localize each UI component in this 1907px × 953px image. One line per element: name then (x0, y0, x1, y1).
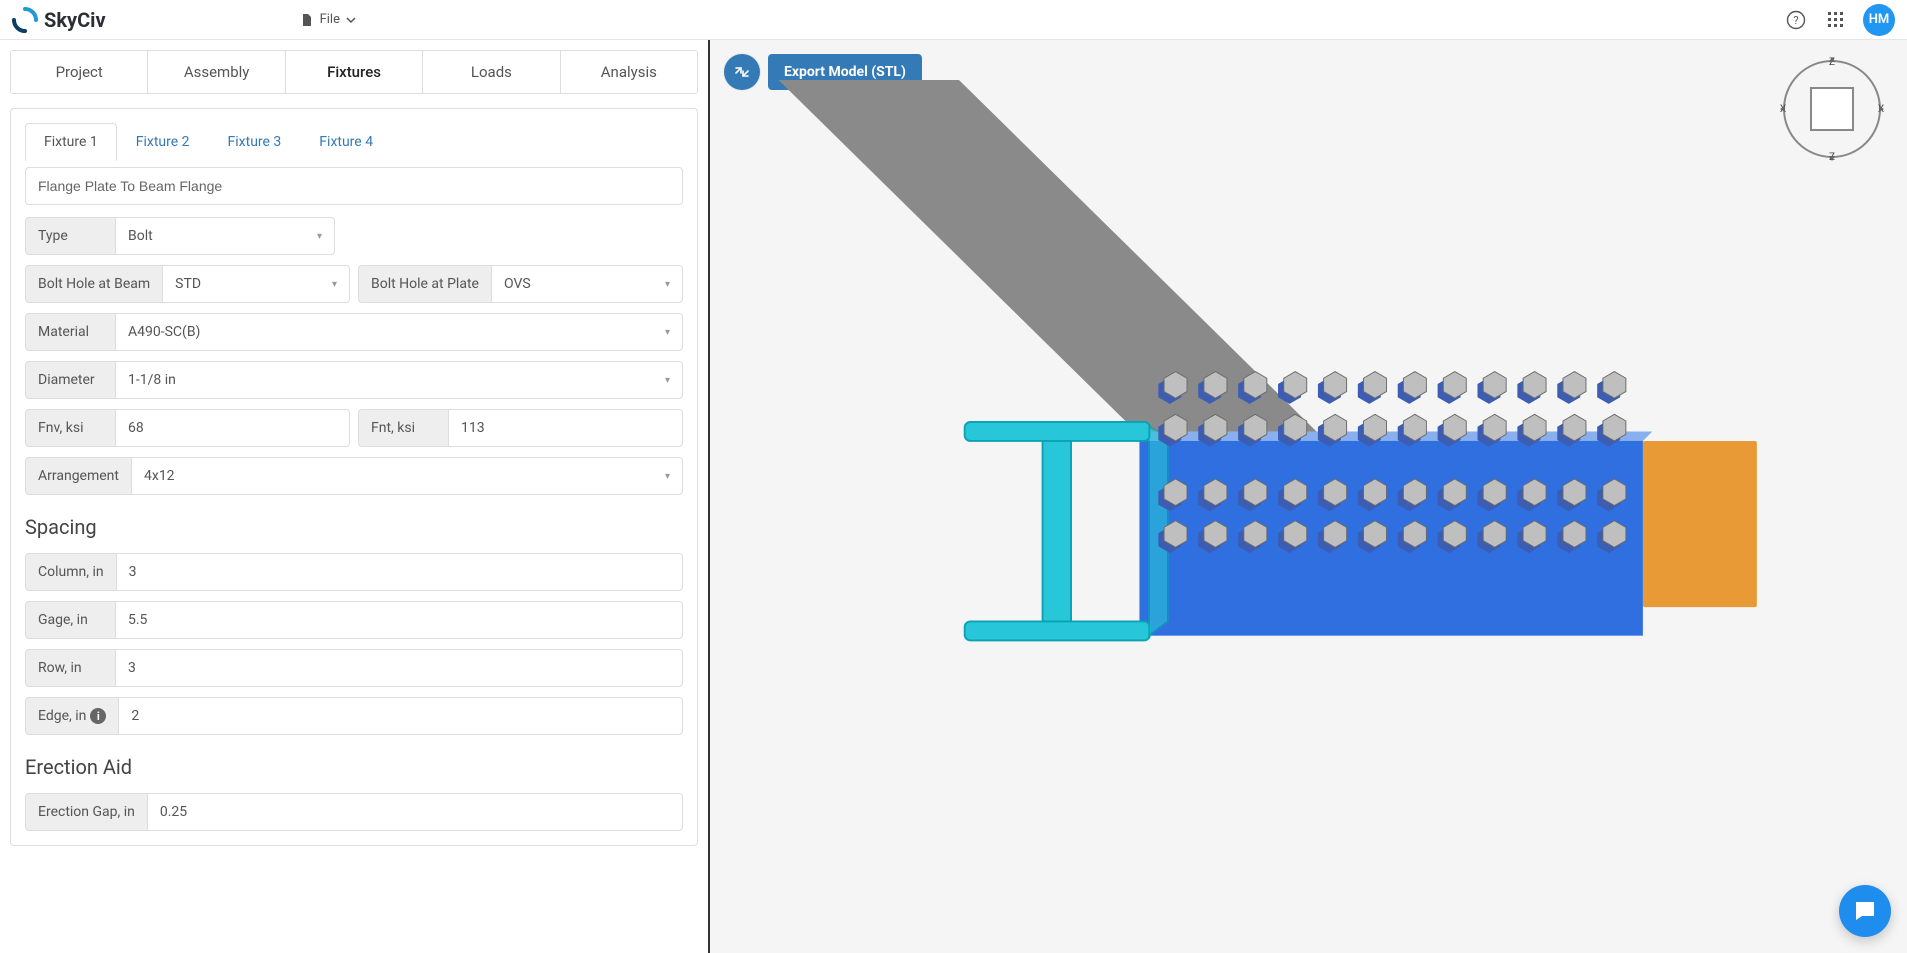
type-label: Type (25, 217, 115, 255)
gage-input[interactable]: 5.5 (115, 601, 683, 639)
arrangement-select[interactable]: 4x12▾ (131, 457, 683, 495)
tab-assembly[interactable]: Assembly (148, 51, 285, 93)
diameter-select[interactable]: 1-1/8 in▾ (115, 361, 683, 399)
file-icon (300, 13, 314, 27)
file-menu[interactable]: File (300, 12, 356, 27)
erection-gap-label: Erection Gap, in (25, 793, 147, 831)
tab-analysis[interactable]: Analysis (561, 51, 697, 93)
brand-icon (12, 7, 38, 33)
left-pane: Project Assembly Fixtures Loads Analysis… (0, 40, 710, 953)
erection-title: Erection Aid (25, 755, 683, 779)
brand-logo[interactable]: SkyCiv (12, 7, 106, 33)
chevron-down-icon: ▾ (665, 471, 670, 482)
fixtures-panel: Fixture 1 Fixture 2 Fixture 3 Fixture 4 … (10, 108, 698, 846)
chevron-down-icon: ▾ (665, 327, 670, 338)
model-3d-view (750, 80, 1887, 909)
chevron-down-icon: ▾ (665, 375, 670, 386)
chevron-down-icon: ▾ (665, 279, 670, 290)
fnt-input[interactable]: 113 (448, 409, 683, 447)
fixture-name-input[interactable] (25, 167, 683, 205)
topbar-right: ? HM (1783, 4, 1895, 36)
material-label: Material (25, 313, 115, 351)
chat-icon (1852, 898, 1878, 924)
row-input[interactable]: 3 (115, 649, 683, 687)
help-icon[interactable]: ? (1783, 7, 1809, 33)
info-icon[interactable]: i (90, 708, 106, 724)
user-avatar[interactable]: HM (1863, 4, 1895, 36)
apps-icon[interactable] (1823, 7, 1849, 33)
top-bar: SkyCiv File ? HM (0, 0, 1907, 40)
spacing-title: Spacing (25, 515, 683, 539)
material-select[interactable]: A490-SC(B)▾ (115, 313, 683, 351)
viewport-pane[interactable]: Export Model (STL) Z Z X X (710, 40, 1907, 953)
column-label: Column, in (25, 553, 116, 591)
chevron-down-icon: ▾ (332, 279, 337, 290)
diameter-label: Diameter (25, 361, 115, 399)
fixture-name-row (25, 167, 683, 205)
fixture-tab-2[interactable]: Fixture 2 (117, 123, 209, 161)
bolt-hole-beam-label: Bolt Hole at Beam (25, 265, 162, 303)
tab-loads[interactable]: Loads (423, 51, 560, 93)
svg-text:?: ? (1793, 14, 1798, 27)
edge-label: Edge, ini (25, 697, 118, 735)
erection-gap-input[interactable]: 0.25 (147, 793, 683, 831)
edge-input[interactable]: 2 (118, 697, 683, 735)
file-menu-label: File (320, 12, 340, 27)
gage-label: Gage, in (25, 601, 115, 639)
main-split: Project Assembly Fixtures Loads Analysis… (0, 40, 1907, 953)
arrangement-label: Arrangement (25, 457, 131, 495)
fixture-tab-4[interactable]: Fixture 4 (300, 123, 392, 161)
chevron-down-icon (346, 15, 356, 25)
chevron-down-icon: ▾ (317, 231, 322, 242)
intercom-chat-button[interactable] (1839, 885, 1891, 937)
expand-icon (734, 64, 750, 80)
type-select[interactable]: Bolt▾ (115, 217, 335, 255)
tab-fixtures[interactable]: Fixtures (286, 51, 423, 93)
bolt-hole-plate-label: Bolt Hole at Plate (358, 265, 491, 303)
fixture-form: Type Bolt▾ Bolt Hole at Beam STD▾ Bolt H… (25, 217, 683, 831)
fixture-tab-3[interactable]: Fixture 3 (209, 123, 301, 161)
tab-project[interactable]: Project (11, 51, 148, 93)
brand-name: SkyCiv (44, 8, 106, 32)
fixture-sub-tabs: Fixture 1 Fixture 2 Fixture 3 Fixture 4 (25, 123, 683, 161)
column-input[interactable]: 3 (116, 553, 683, 591)
bolt-hole-plate-select[interactable]: OVS▾ (491, 265, 683, 303)
row-label: Row, in (25, 649, 115, 687)
bolt-hole-beam-select[interactable]: STD▾ (162, 265, 350, 303)
fixture-tab-1[interactable]: Fixture 1 (25, 123, 117, 161)
main-tabs: Project Assembly Fixtures Loads Analysis (10, 50, 698, 94)
fnt-label: Fnt, ksi (358, 409, 448, 447)
fnv-label: Fnv, ksi (25, 409, 115, 447)
fnv-input[interactable]: 68 (115, 409, 350, 447)
